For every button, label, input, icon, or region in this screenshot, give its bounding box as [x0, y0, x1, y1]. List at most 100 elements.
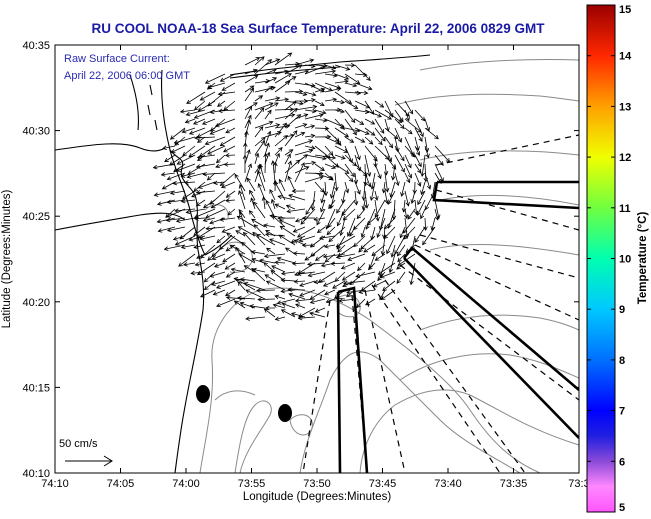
current-vector-head: [197, 184, 203, 189]
current-vector: [254, 137, 266, 147]
current-vector-head: [277, 130, 282, 136]
current-vector-head: [331, 65, 337, 70]
colorbar-tick-label: 5: [619, 502, 625, 514]
current-vector-head: [247, 114, 252, 120]
current-vector-head: [267, 130, 272, 136]
current-vector: [344, 73, 360, 84]
current-vector-head: [377, 276, 382, 282]
y-tick-label: 40:30: [22, 126, 50, 138]
current-vector-head: [426, 184, 432, 190]
current-vector: [173, 163, 186, 172]
raw-current-label: Raw Surface Current:: [64, 53, 170, 65]
current-vector: [424, 217, 427, 231]
current-vector: [384, 154, 397, 170]
current-vector-head: [195, 164, 201, 169]
current-vector-head: [300, 131, 306, 136]
current-vector-head: [350, 118, 356, 123]
current-vector-head: [196, 133, 202, 138]
current-vector: [244, 115, 252, 129]
current-vector: [271, 265, 286, 273]
current-vector: [344, 181, 349, 193]
current-vector-head: [342, 216, 348, 221]
current-vector: [284, 91, 303, 93]
current-vector: [226, 297, 246, 300]
current-vector-head: [238, 253, 243, 258]
current-vector-head: [269, 213, 275, 219]
current-vector-head: [322, 117, 328, 123]
current-vector: [304, 154, 327, 160]
current-vector-head: [387, 200, 392, 205]
current-vector-head: [360, 138, 366, 143]
current-vector: [244, 163, 252, 183]
current-vector: [383, 226, 396, 239]
current-vector-head: [326, 230, 332, 236]
current-vector: [264, 274, 276, 282]
current-vector-head: [290, 312, 296, 317]
current-vector-head: [166, 176, 172, 181]
current-vector: [297, 262, 316, 274]
current-vector: [344, 136, 354, 143]
current-vector-head: [185, 111, 191, 117]
current-vector: [282, 303, 296, 309]
current-vector: [397, 244, 406, 257]
current-vector: [206, 226, 226, 230]
colorbar-tick-label: 13: [619, 101, 631, 113]
current-vector-head: [237, 226, 243, 231]
x-tick-label: 74:10: [41, 478, 69, 490]
current-vector: [188, 145, 206, 158]
current-vector: [222, 253, 236, 263]
current-vector: [369, 253, 376, 269]
current-vector-head: [279, 225, 285, 231]
colorbar-tick-label: 7: [619, 406, 625, 418]
current-vector: [334, 100, 345, 103]
current-vector: [294, 271, 306, 276]
current-vector-head: [256, 233, 261, 239]
current-vector-head: [210, 204, 216, 209]
current-vector-head: [293, 107, 298, 113]
current-vector-head: [349, 232, 354, 237]
current-vector: [225, 289, 236, 297]
current-vector-head: [310, 145, 316, 150]
current-vector-head: [298, 89, 304, 94]
current-vector-head: [356, 90, 362, 96]
current-vector: [354, 172, 357, 184]
current-vector: [364, 154, 371, 177]
current-vector-head: [173, 139, 179, 145]
current-vector-head: [258, 126, 264, 131]
current-vector-head: [253, 102, 258, 107]
current-vector: [354, 127, 370, 135]
current-vector: [299, 235, 316, 242]
current-vector-head: [386, 249, 391, 255]
current-vector-head: [387, 157, 393, 163]
current-vector-head: [283, 134, 288, 140]
current-vector-head: [169, 135, 175, 140]
current-vector-head: [377, 270, 383, 275]
current-vector: [314, 88, 325, 93]
current-vector-head: [233, 276, 239, 282]
current-vector-head: [374, 196, 379, 201]
current-vector-head: [272, 77, 278, 82]
current-vector-head: [153, 192, 159, 197]
current-vector: [344, 172, 354, 182]
current-vector: [422, 226, 436, 245]
current-vector: [299, 280, 316, 287]
current-vector-head: [267, 59, 273, 64]
current-vector-head: [407, 129, 413, 135]
current-vector: [294, 239, 306, 246]
current-vector-head: [317, 278, 323, 283]
current-vector: [411, 190, 416, 204]
current-vector: [196, 163, 216, 168]
current-vector: [182, 190, 196, 200]
current-vector: [284, 159, 300, 174]
current-vector-head: [290, 113, 296, 118]
current-vector-head: [298, 313, 303, 318]
current-vector-head: [259, 258, 264, 263]
current-vector: [174, 136, 196, 144]
current-vector-head: [238, 183, 244, 189]
current-vector: [380, 271, 396, 278]
current-vector: [281, 271, 296, 275]
current-vector-head: [272, 303, 278, 308]
current-vector: [394, 136, 399, 152]
current-vector: [334, 64, 350, 70]
x-tick-label: 74:05: [107, 478, 135, 490]
